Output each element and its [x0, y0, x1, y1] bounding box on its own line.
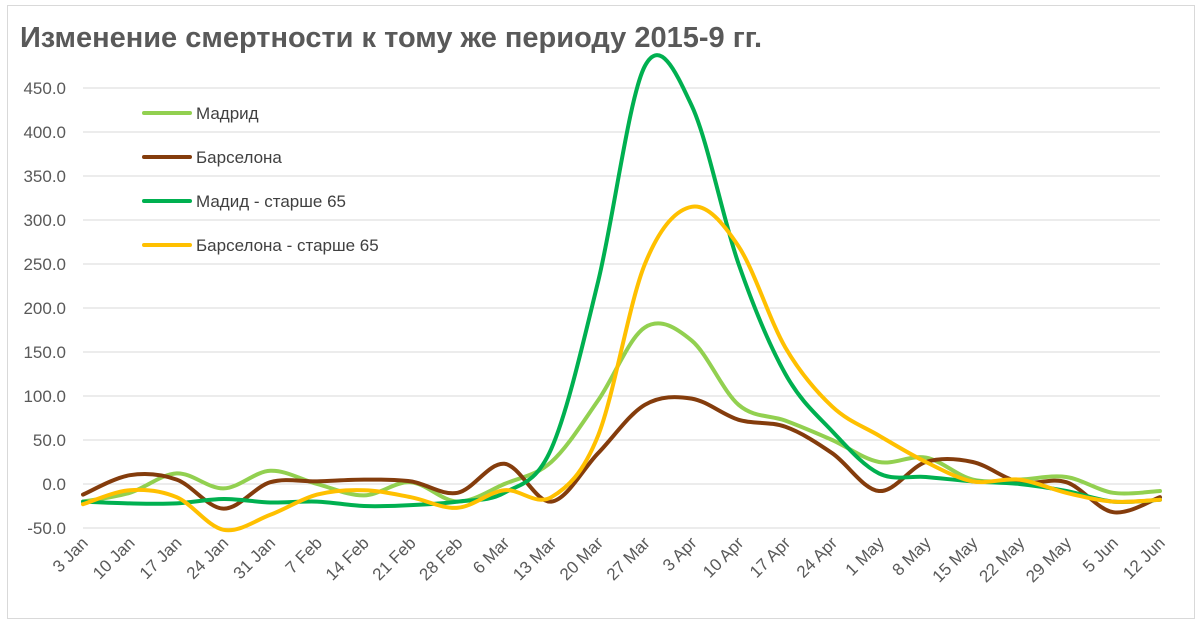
series-line-3 — [81, 204, 1162, 533]
x-tick-label: 22 May — [975, 533, 1028, 586]
y-tick-label: 150.0 — [23, 343, 66, 362]
x-tick-label: 29 May — [1022, 533, 1075, 586]
x-tick-label: 24 Jan — [183, 533, 233, 583]
x-tick-label: 15 May — [929, 533, 982, 586]
legend-label: Барселона - старше 65 — [196, 236, 379, 255]
x-tick-label: 6 Mar — [469, 533, 513, 577]
x-tick-label: 27 Mar — [603, 533, 654, 584]
x-tick-label: 1 May — [842, 533, 889, 580]
y-tick-label: 400.0 — [23, 123, 66, 142]
y-axis-ticks: -50.0 0.0 50.0 100.0 150.0 200.0 250.0 300.0 350… — [23, 79, 66, 538]
y-tick-label: -50.0 — [27, 519, 66, 538]
x-tick-label: 21 Feb — [369, 533, 420, 584]
y-tick-label: 250.0 — [23, 255, 66, 274]
x-tick-label: 5 Jun — [1079, 533, 1122, 576]
x-tick-label: 3 Apr — [659, 533, 701, 575]
x-tick-label: 20 Mar — [556, 533, 607, 584]
x-tick-label: 28 Feb — [416, 533, 467, 584]
legend: Мадрид Барселона Мадид - старше 65 Барселон… — [142, 104, 379, 255]
y-tick-label: 350.0 — [23, 167, 66, 186]
series-line-1 — [81, 395, 1162, 515]
x-tick-label: 7 Feb — [282, 533, 326, 577]
x-tick-label: 10 Jan — [89, 533, 139, 583]
x-tick-label: 12 Jun — [1119, 533, 1169, 583]
y-tick-label: 50.0 — [33, 431, 66, 450]
chart-title: Изменение смертности к тому же периоду 2… — [20, 22, 762, 54]
y-tick-label: 300.0 — [23, 211, 66, 230]
y-tick-label: 450.0 — [23, 79, 66, 98]
x-tick-label: 17 Jan — [136, 533, 186, 583]
chart-frame: Изменение смертности к тому же периоду 2… — [7, 5, 1195, 619]
chart-canvas: Изменение смертности к тому же периоду 2… — [20, 22, 1169, 586]
x-tick-label: 24 Apr — [793, 533, 841, 581]
y-tick-label: 0.0 — [42, 475, 66, 494]
x-tick-label: 31 Jan — [230, 533, 280, 583]
x-tick-label: 3 Jan — [49, 533, 92, 576]
x-tick-label: 10 Apr — [699, 533, 747, 581]
legend-label: Барселона — [196, 148, 282, 167]
x-tick-label: 17 Apr — [746, 533, 794, 581]
x-tick-label: 13 Mar — [509, 533, 560, 584]
x-tick-label: 14 Feb — [322, 533, 373, 584]
legend-label: Мадид - старше 65 — [196, 192, 346, 211]
y-tick-label: 200.0 — [23, 299, 66, 318]
y-tick-label: 100.0 — [23, 387, 66, 406]
series-lines — [81, 53, 1162, 533]
legend-label: Мадрид — [196, 104, 259, 123]
